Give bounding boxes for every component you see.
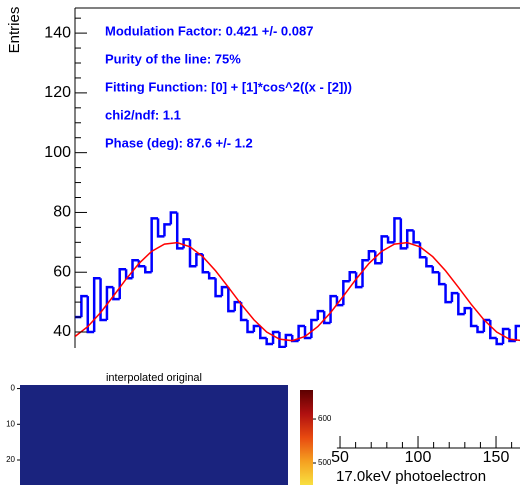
histogram-bin (99, 278, 107, 322)
histogram-bin (175, 212, 184, 250)
annotation: Fitting Function: [0] + [1]*cos^2((x - [… (105, 79, 352, 94)
histogram-bin (457, 293, 465, 316)
histogram-bin (463, 306, 472, 315)
y-tick-label: 10 (6, 419, 15, 428)
y-tick-label: 140 (44, 24, 71, 41)
histogram-bin (348, 270, 357, 282)
y-tick-label: 0 (11, 384, 16, 393)
histogram-bin (150, 217, 159, 273)
histogram-bin (450, 291, 459, 303)
histogram-bin (80, 294, 88, 318)
histogram-bin (367, 250, 376, 261)
annotation: Modulation Factor: 0.421 +/- 0.087 (105, 23, 313, 38)
histogram-bin (501, 327, 510, 344)
x-axis-label: 17.0keV photoelectron (336, 468, 486, 485)
histogram-bin (105, 285, 114, 321)
histogram-bin (495, 337, 504, 346)
x-tick-label: 150 (483, 449, 510, 466)
annotation: Phase (deg): 87.6 +/- 1.2 (105, 135, 253, 150)
y-tick-label: 100 (44, 144, 71, 161)
y-axis-label: Entries (6, 7, 23, 54)
colorbar-tick-label: 500 (318, 458, 332, 467)
y-tick-label: 40 (53, 323, 71, 340)
histogram-bin (201, 254, 210, 274)
histogram-bin (437, 272, 446, 286)
y-tick-label: 80 (53, 204, 71, 221)
histogram-bin (374, 251, 382, 265)
histogram-bin (380, 235, 389, 264)
histogram-bin (265, 337, 274, 346)
histogram-bin (259, 326, 267, 340)
histogram-bin (188, 239, 197, 268)
histogram-bin (144, 266, 152, 274)
histogram-bin (393, 217, 401, 243)
histogram-bin (112, 287, 120, 301)
heatmap-image (20, 385, 288, 485)
heatmap-title: interpolated original (106, 372, 202, 384)
histogram-bin (361, 259, 369, 288)
histogram-bin (156, 218, 165, 238)
annotation: chi2/ndf: 1.1 (105, 107, 181, 122)
histogram-bin (412, 230, 420, 244)
histogram-bin (469, 308, 478, 328)
plot-area (75, 211, 520, 348)
histogram-bin (239, 302, 248, 322)
histogram-bin (297, 324, 305, 341)
annotation: Purity of the line: 75% (105, 51, 241, 66)
histogram-bin (322, 311, 331, 325)
histogram-bin (284, 333, 293, 347)
histogram-bin (476, 326, 484, 334)
histogram-bin (329, 294, 337, 324)
x-tick-label: 100 (405, 449, 432, 466)
histogram-bin (303, 326, 312, 340)
histogram-bin (246, 320, 254, 334)
colorbar (300, 390, 313, 485)
histogram-bin (220, 285, 229, 297)
histogram-bin (425, 257, 433, 268)
y-tick-label: 60 (53, 263, 71, 280)
histogram-bin (431, 266, 440, 274)
histogram-bin (169, 211, 178, 225)
histogram-bin (386, 236, 395, 244)
histogram-bin (86, 296, 95, 334)
y-tick-label: 20 (6, 455, 15, 464)
histogram-bin (207, 272, 216, 280)
histogram-bin (163, 223, 171, 237)
histogram-bin (227, 287, 235, 313)
histogram-bin (92, 276, 101, 333)
colorbar-tick-label: 600 (318, 414, 332, 423)
histogram-bin (252, 324, 261, 333)
histogram-bin (354, 272, 363, 289)
y-tick-label: 120 (44, 84, 71, 101)
histogram-bin (444, 284, 452, 304)
histogram-bin (514, 324, 520, 341)
fit-curve (75, 241, 520, 342)
histogram-bin (399, 218, 408, 250)
histogram-bin (316, 309, 325, 321)
histogram-bin (271, 330, 280, 344)
x-tick-label: 50 (331, 449, 349, 466)
histogram-bin (137, 260, 146, 268)
histogram-bin (118, 267, 127, 300)
histogram-bin (214, 278, 222, 298)
histogram-bin (278, 332, 286, 348)
histogram-bin (508, 329, 516, 343)
